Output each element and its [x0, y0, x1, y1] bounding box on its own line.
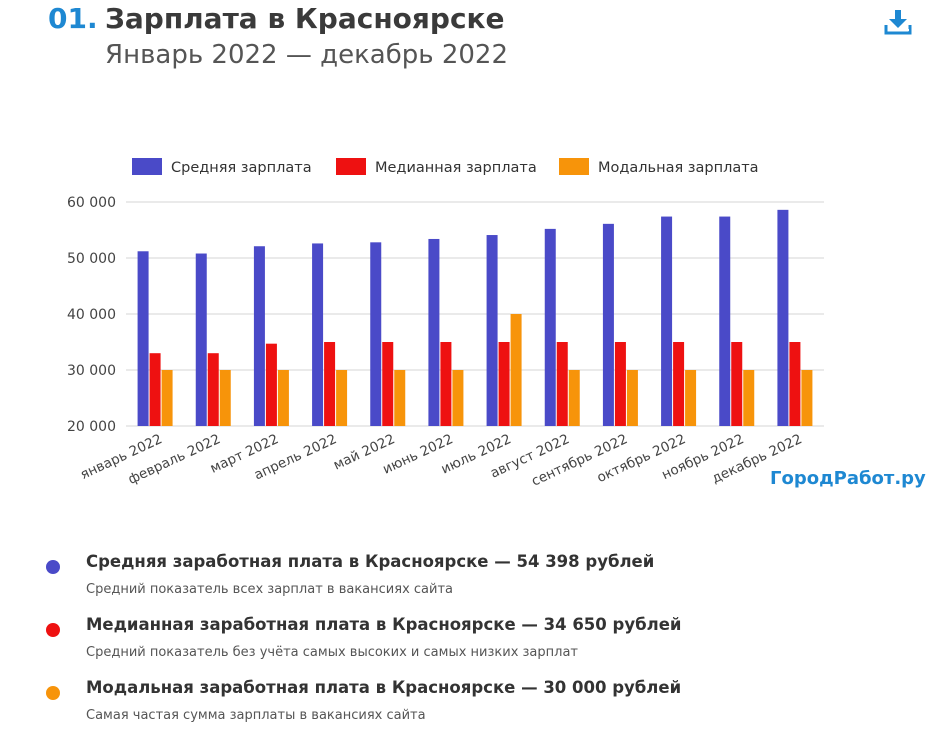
bar	[626, 370, 638, 426]
bar	[428, 238, 440, 426]
bar	[602, 223, 614, 426]
bar	[137, 251, 149, 426]
stat-median-title: Медианная заработная плата в Красноярске…	[86, 615, 682, 634]
bar	[568, 370, 580, 426]
bar	[149, 353, 161, 426]
stat-median: Медианная заработная плата в Красноярске…	[46, 615, 926, 678]
bar	[195, 253, 207, 426]
bar	[207, 353, 219, 426]
bar	[370, 242, 382, 426]
bar	[719, 216, 731, 426]
bar	[486, 235, 498, 426]
stat-median-desc: Средний показатель без учёта самых высок…	[86, 645, 578, 660]
median-dot	[46, 623, 60, 637]
section-number: 01.	[48, 2, 98, 35]
y-tick-label: 30 000	[67, 363, 116, 379]
download-icon	[884, 10, 912, 35]
bar	[394, 370, 406, 426]
y-tick-label: 50 000	[67, 251, 116, 267]
y-tick-label: 40 000	[67, 307, 116, 323]
bar	[382, 342, 394, 426]
y-tick-label: 60 000	[67, 195, 116, 211]
stat-average: Средняя заработная плата в Красноярске —…	[46, 552, 926, 615]
bar	[312, 243, 324, 426]
stat-modal: Модальная заработная плата в Красноярске…	[46, 678, 926, 741]
bar	[324, 342, 336, 426]
legend-label: Средняя зарплата	[171, 160, 312, 176]
bar	[614, 342, 626, 426]
bar	[777, 209, 789, 426]
bar	[544, 228, 556, 426]
bar	[673, 342, 685, 426]
salary-chart: Средняя зарплата Медианная зарплата Модаль…	[67, 158, 824, 490]
legend-swatch	[132, 158, 162, 175]
bar	[685, 370, 697, 426]
average-dot	[46, 560, 60, 574]
bar	[265, 343, 277, 426]
bar	[498, 342, 510, 426]
legend-swatch	[559, 158, 589, 175]
stat-modal-title: Модальная заработная плата в Красноярске…	[86, 678, 682, 697]
brand-logo: ГородРабот.ру	[770, 468, 926, 489]
bar	[219, 370, 231, 426]
bar	[440, 342, 452, 426]
stats-list: Средняя заработная плата в Красноярске —…	[46, 552, 926, 741]
bar	[661, 216, 673, 426]
bar	[277, 370, 289, 426]
bar	[789, 342, 801, 426]
bar	[801, 370, 813, 426]
stat-modal-desc: Самая частая сумма зарплаты в вакансиях …	[86, 708, 426, 723]
download-button[interactable]	[884, 8, 912, 36]
bar	[253, 246, 265, 426]
bar	[161, 370, 173, 426]
bar	[556, 342, 568, 426]
page-subtitle: Январь 2022 — декабрь 2022	[105, 40, 509, 70]
modal-dot	[46, 686, 60, 700]
stat-average-desc: Средний показатель всех зарплат в ваканс…	[86, 582, 453, 597]
legend-label: Медианная зарплата	[375, 160, 537, 176]
bar	[743, 370, 755, 426]
stat-average-title: Средняя заработная плата в Красноярске —…	[86, 552, 655, 571]
bar	[452, 370, 464, 426]
legend-swatch	[336, 158, 366, 175]
bar	[336, 370, 348, 426]
legend-label: Модальная зарплата	[598, 160, 759, 176]
y-tick-label: 20 000	[67, 419, 116, 435]
bar	[731, 342, 743, 426]
bar	[510, 314, 522, 426]
page-title: Зарплата в Красноярске	[105, 2, 505, 35]
